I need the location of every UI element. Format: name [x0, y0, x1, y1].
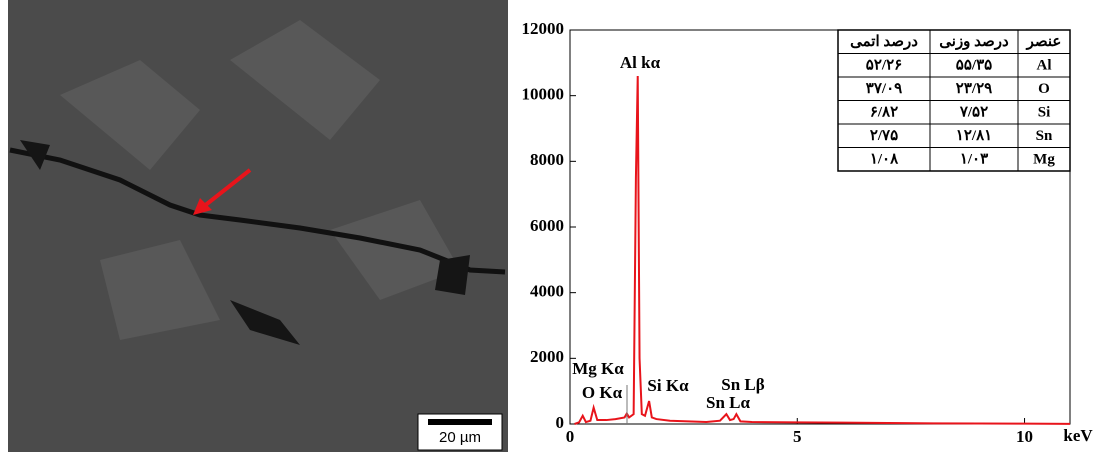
scale-bar [428, 419, 492, 425]
table-cell: ۱۲/۸۱ [956, 128, 992, 144]
table-cell: ۲/۷۵ [870, 128, 898, 144]
x-tick-label: 0 [566, 427, 575, 446]
table-cell: Si [1038, 105, 1051, 121]
sem-crack [9, 147, 506, 275]
spectrum-line [574, 75, 1071, 425]
table-header: درصد اتمی [850, 34, 918, 50]
table-cell: ۲۳/۲۹ [956, 81, 992, 97]
y-tick-label: 10000 [522, 85, 565, 104]
table-header: درصد وزنی [939, 34, 1009, 50]
y-tick-label: 12000 [522, 19, 565, 38]
peak-label: Sn Lα [706, 393, 750, 412]
peak-label: Mg Kα [572, 359, 624, 378]
table-cell: ۱/۰۳ [960, 152, 988, 168]
table-cell: ۵۲/۲۶ [866, 58, 902, 74]
peak-label: Sn Lβ [721, 375, 764, 394]
table-cell: Mg [1033, 152, 1055, 168]
y-tick-label: 6000 [530, 216, 564, 235]
table-cell: Sn [1036, 128, 1053, 144]
table-cell: ۳۷/۰۹ [866, 81, 902, 97]
peak-label: Si Kα [647, 376, 689, 395]
x-tick-label: 5 [793, 427, 802, 446]
table-cell: ۱/۰۸ [870, 152, 899, 168]
sem-image: 20 µm [8, 0, 508, 452]
table-cell: O [1038, 81, 1050, 97]
scale-bar-label: 20 µm [439, 429, 481, 446]
peak-label: O Kα [582, 383, 623, 402]
red-arrow-head [193, 198, 212, 215]
table-cell: ۶/۸۲ [870, 105, 898, 121]
y-tick-label: 4000 [530, 282, 564, 301]
x-axis-label: keV [1063, 426, 1093, 445]
table-cell: ۵۵/۳۵ [956, 58, 992, 74]
sem-texture [60, 20, 460, 340]
red-arrow [201, 168, 252, 209]
x-tick-label: 10 [1016, 427, 1033, 446]
y-tick-label: 2000 [530, 347, 564, 366]
table-cell: ۷/۵۲ [959, 105, 988, 121]
table-header: عنصر [1026, 34, 1062, 50]
table-cell: Al [1037, 58, 1052, 74]
peak-label: Al kα [620, 53, 661, 72]
y-tick-label: 8000 [530, 150, 564, 169]
y-tick-label: 0 [556, 413, 565, 432]
